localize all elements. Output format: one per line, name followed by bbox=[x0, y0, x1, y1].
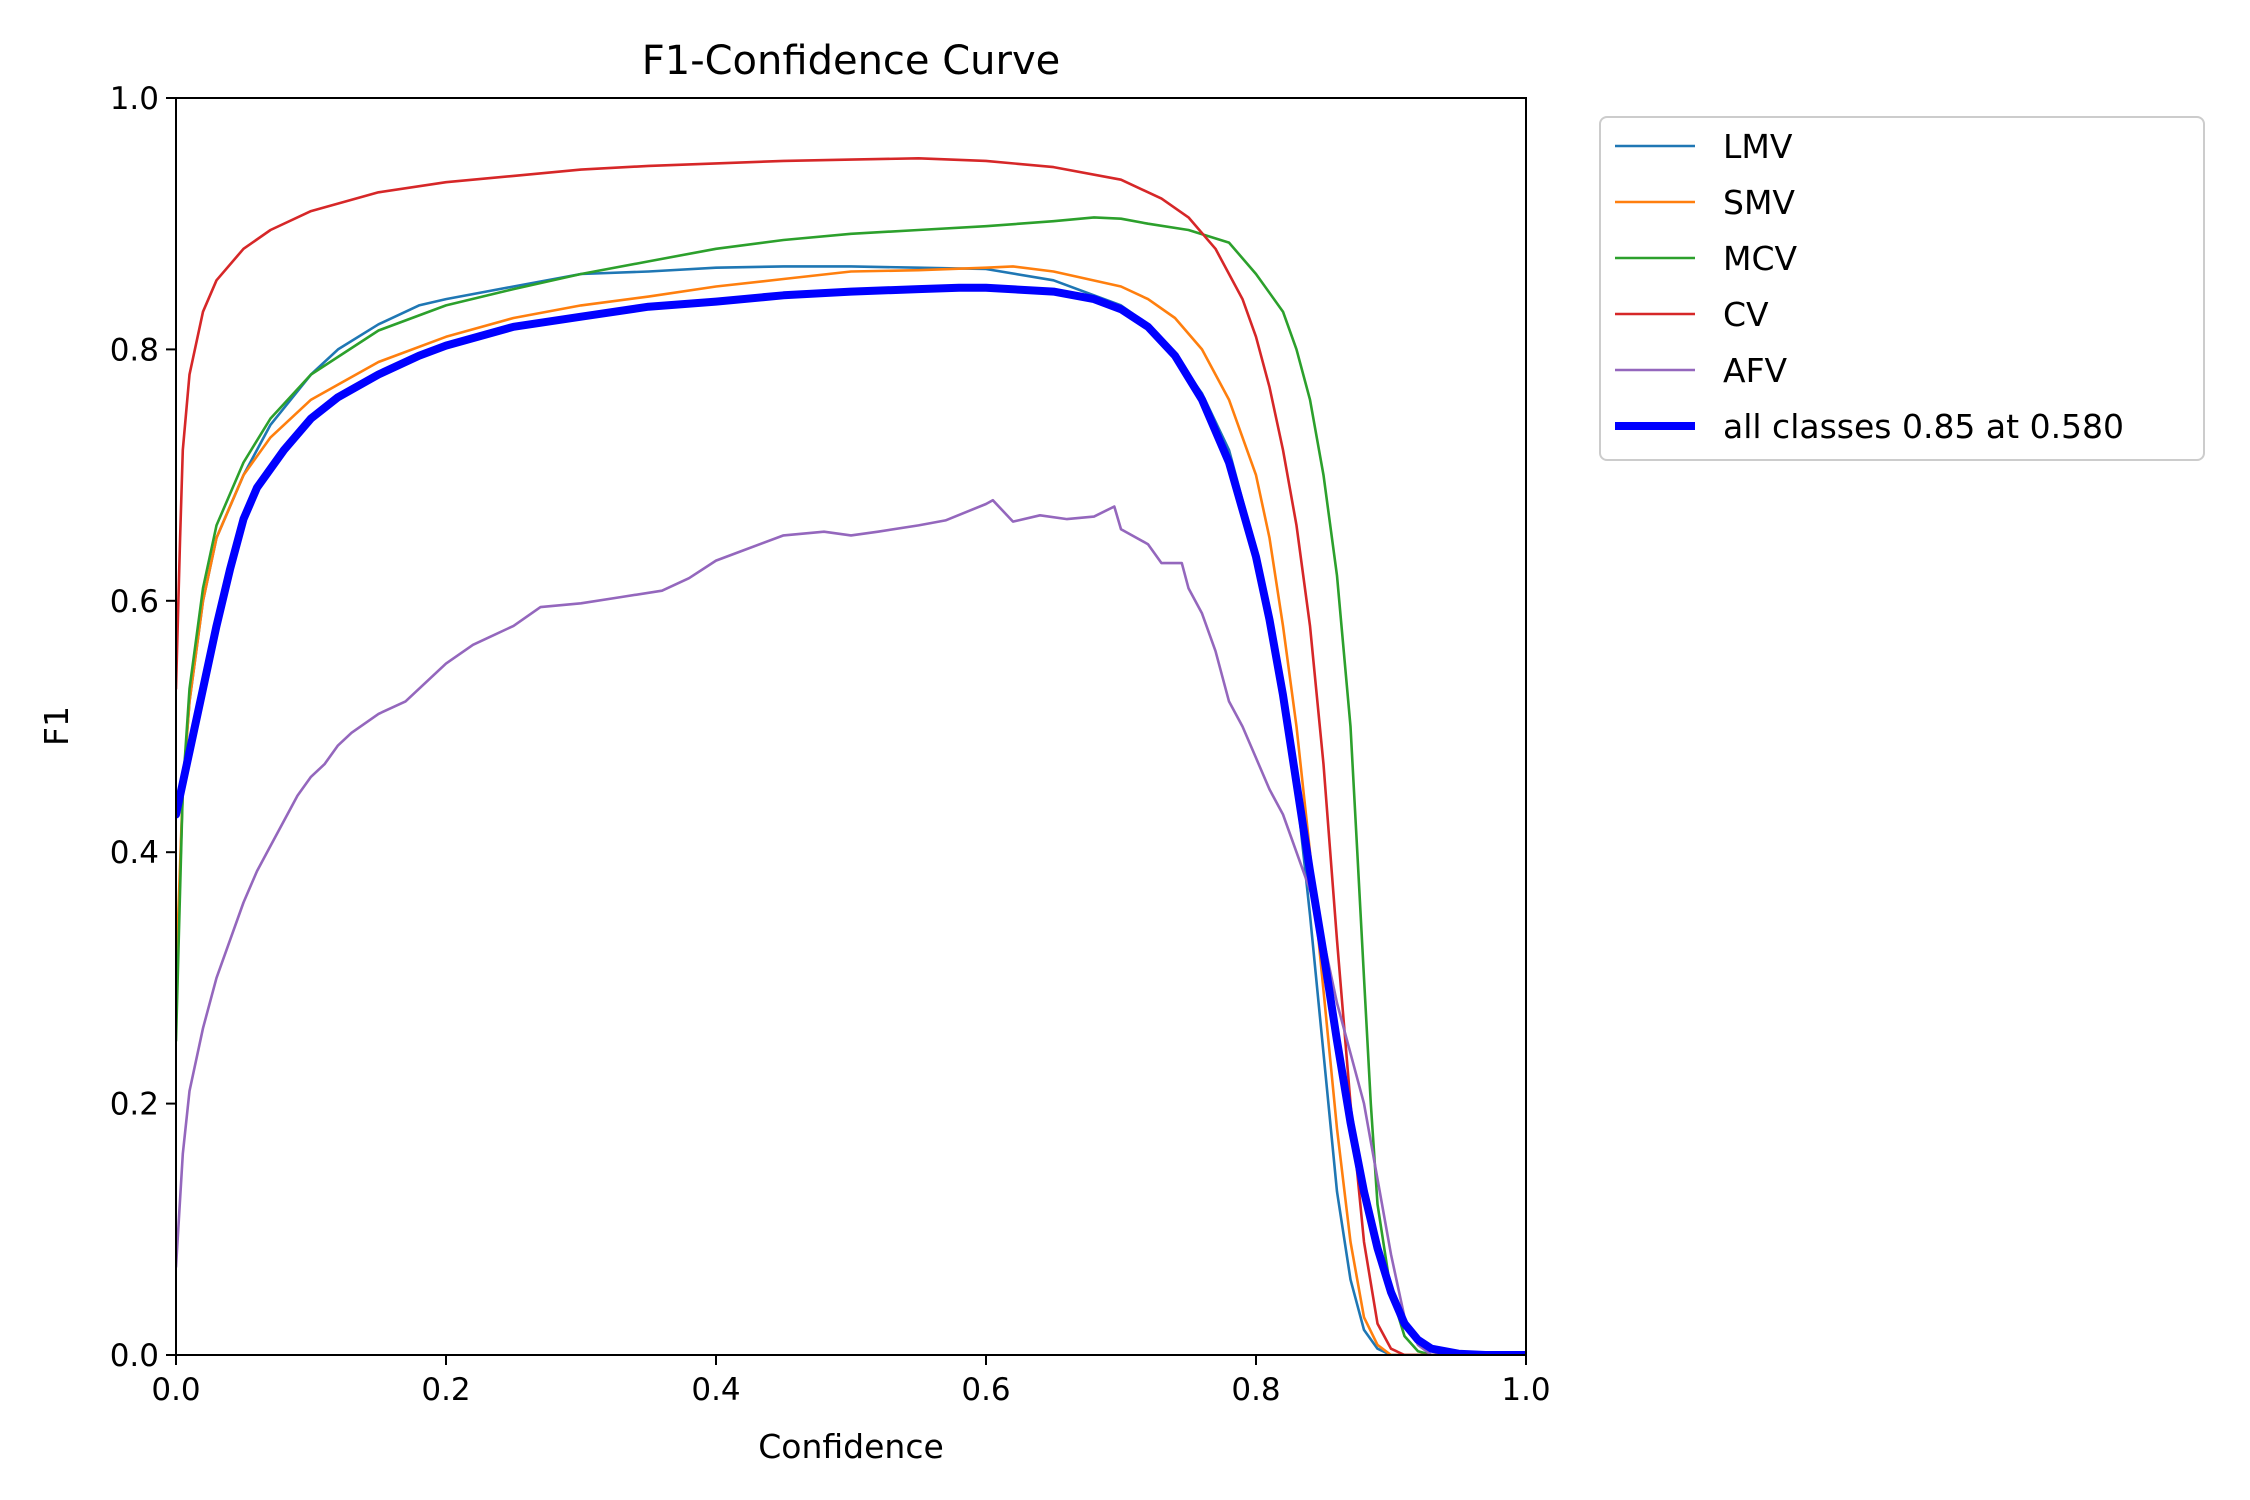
y-axis-title: F1 bbox=[37, 706, 76, 746]
series-line-mcv bbox=[176, 216, 1526, 1355]
x-tick-label: 1.0 bbox=[1501, 1372, 1550, 1408]
series-line-afv bbox=[176, 498, 1526, 1355]
x-tick-label: 0.0 bbox=[151, 1372, 200, 1408]
x-tick-label: 0.2 bbox=[421, 1372, 470, 1408]
y-tick-label: 0.2 bbox=[110, 1087, 159, 1123]
legend-label-all-classes-0-85-at-0-580: all classes 0.85 at 0.580 bbox=[1723, 407, 2124, 446]
chart-title: F1-Confidence Curve bbox=[642, 38, 1061, 84]
y-tick-label: 0.8 bbox=[110, 332, 159, 368]
legend-frame bbox=[1599, 116, 2205, 461]
x-axis: 0.0 0.2 0.4 0.6 0.8 1.0 bbox=[151, 1355, 1551, 1408]
legend-label-smv: SMV bbox=[1723, 183, 1795, 222]
legend: LMV SMV MCV CV AFV all classes 0.85 at 0.580 bbox=[1599, 116, 2205, 461]
plot-frame bbox=[175, 97, 1527, 1356]
legend-label-afv: AFV bbox=[1723, 351, 1788, 390]
series-line-smv bbox=[176, 265, 1526, 1355]
x-tick-label: 0.6 bbox=[961, 1372, 1010, 1408]
legend-label-lmv: LMV bbox=[1723, 127, 1793, 166]
x-tick-label: 0.8 bbox=[1231, 1372, 1280, 1408]
y-axis: 0.0 0.2 0.4 0.6 0.8 1.0 bbox=[110, 81, 176, 1374]
y-tick-label: 0.4 bbox=[110, 835, 159, 871]
series-layer bbox=[176, 157, 1526, 1355]
legend-label-cv: CV bbox=[1723, 295, 1769, 334]
series-line-lmv bbox=[176, 265, 1526, 1355]
x-axis-title: Confidence bbox=[758, 1427, 944, 1466]
y-tick-label: 0.6 bbox=[110, 584, 159, 620]
x-tick-label: 0.4 bbox=[691, 1372, 740, 1408]
series-line-all-classes-0-85-at-0-580 bbox=[176, 283, 1526, 1355]
y-tick-label: 1.0 bbox=[110, 81, 159, 117]
series-line-cv bbox=[176, 157, 1526, 1355]
y-tick-label: 0.0 bbox=[110, 1338, 159, 1374]
legend-label-mcv: MCV bbox=[1723, 239, 1798, 278]
